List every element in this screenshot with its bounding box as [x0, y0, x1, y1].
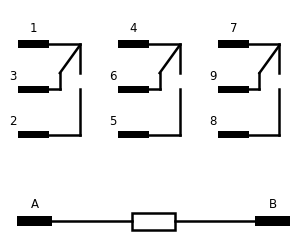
Text: 5: 5	[109, 114, 117, 128]
FancyBboxPatch shape	[18, 86, 49, 94]
Text: B: B	[268, 197, 277, 210]
Text: 6: 6	[109, 70, 117, 82]
Text: 3: 3	[10, 70, 17, 82]
FancyBboxPatch shape	[218, 86, 249, 94]
FancyBboxPatch shape	[218, 131, 249, 139]
Text: A: A	[30, 197, 39, 210]
Text: 2: 2	[10, 114, 17, 128]
Text: 1: 1	[30, 22, 37, 35]
FancyBboxPatch shape	[255, 216, 290, 226]
FancyBboxPatch shape	[118, 41, 149, 49]
Text: 8: 8	[209, 114, 216, 128]
FancyBboxPatch shape	[118, 131, 149, 139]
FancyBboxPatch shape	[132, 213, 175, 230]
FancyBboxPatch shape	[17, 216, 52, 226]
FancyBboxPatch shape	[18, 41, 49, 49]
FancyBboxPatch shape	[118, 86, 149, 94]
Text: 7: 7	[230, 22, 237, 35]
Text: 9: 9	[209, 70, 216, 82]
FancyBboxPatch shape	[18, 131, 49, 139]
Text: 4: 4	[130, 22, 137, 35]
FancyBboxPatch shape	[218, 41, 249, 49]
